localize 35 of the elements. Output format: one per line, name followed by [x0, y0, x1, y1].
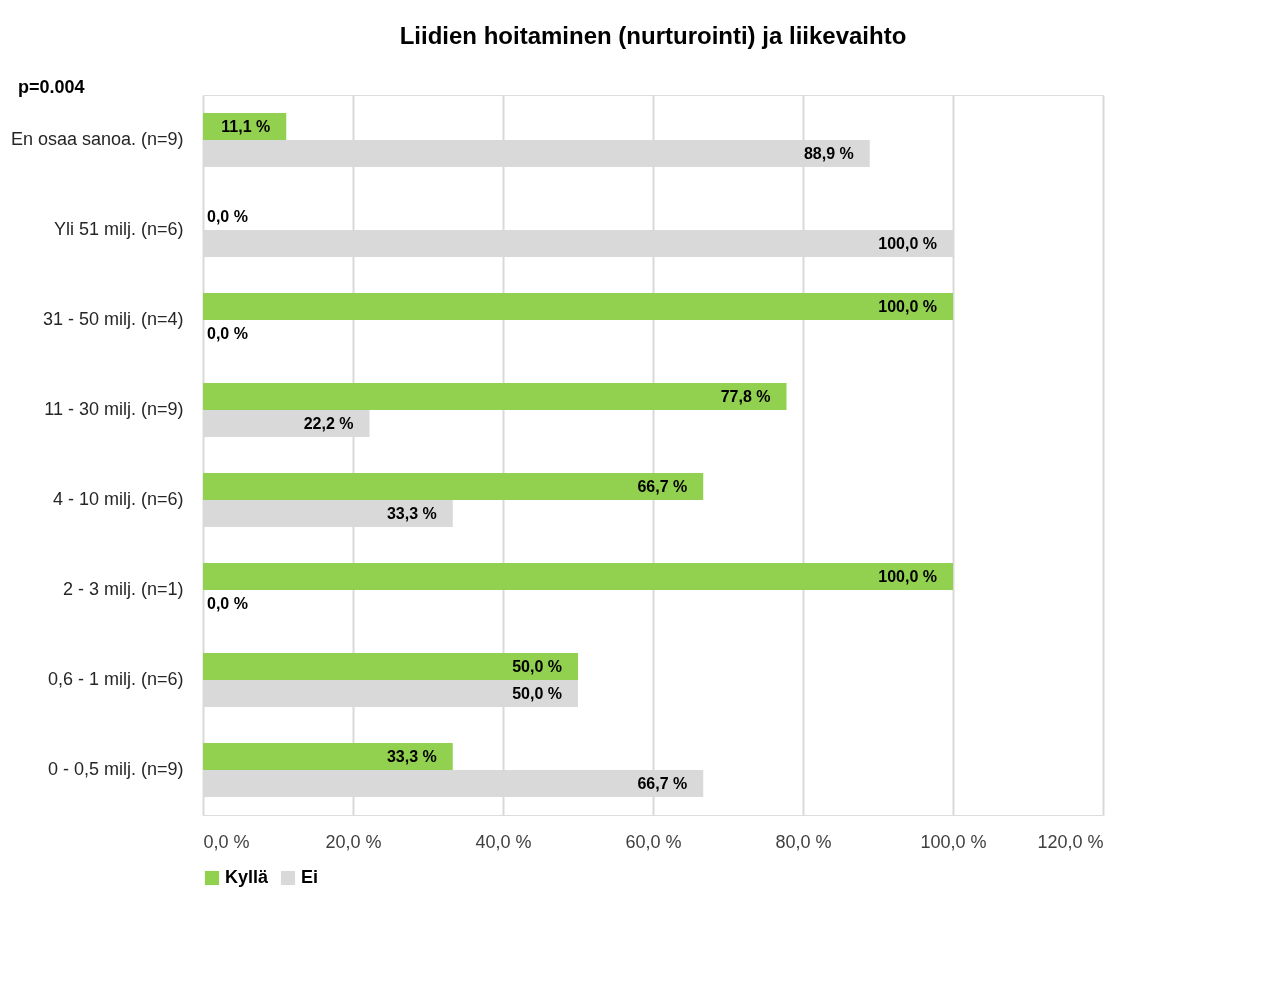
data-label: 11,1 % [221, 117, 271, 135]
legend-label: Kyllä [225, 867, 270, 887]
data-label: 22,2 % [303, 414, 354, 432]
y-tick-label: 2 - 3 milj. (n=1) [62, 579, 184, 599]
chart-title: Liidien hoitaminen (nurturointi) ja liikevaihto [399, 22, 907, 49]
data-label: 77,8 % [720, 387, 771, 405]
y-tick-label: En osaa sanoa. (n=9) [10, 129, 184, 149]
y-tick-label: 0 - 0,5 milj. (n=9) [47, 759, 184, 779]
y-tick-label: 0,6 - 1 milj. (n=6) [47, 669, 184, 689]
data-label: 0,0 % [207, 324, 248, 342]
x-tick-label: 120,0 % [1037, 831, 1104, 852]
legend-label: Ei [301, 867, 319, 887]
data-label: 100,0 % [878, 234, 937, 252]
data-label: 100,0 % [878, 567, 937, 585]
x-tick-label: 40,0 % [475, 831, 532, 852]
data-label: 100,0 % [878, 297, 937, 315]
data-label: 33,3 % [386, 747, 437, 765]
data-label: 0,0 % [207, 207, 248, 225]
y-tick-label: 31 - 50 milj. (n=4) [42, 309, 184, 329]
x-tick-label: 80,0 % [775, 831, 832, 852]
data-label: 33,3 % [386, 504, 437, 522]
data-label: 88,9 % [803, 144, 854, 162]
x-tick-label: 20,0 % [325, 831, 382, 852]
x-tick-label: 100,0 % [920, 831, 987, 852]
data-label: 50,0 % [512, 684, 562, 702]
y-tick-label: 4 - 10 milj. (n=6) [52, 489, 184, 509]
data-label: 66,7 % [637, 477, 688, 495]
x-tick-label: 0,0 % [203, 831, 250, 852]
y-tick-label: Yli 51 milj. (n=6) [53, 219, 184, 239]
data-label: 50,0 % [512, 657, 562, 675]
text: p=0.004 [18, 77, 85, 97]
data-label: 0,0 % [207, 594, 248, 612]
y-tick-label: 11 - 30 milj. (n=9) [44, 399, 184, 419]
x-tick-label: 60,0 % [625, 831, 682, 852]
data-label: 66,7 % [637, 774, 688, 792]
